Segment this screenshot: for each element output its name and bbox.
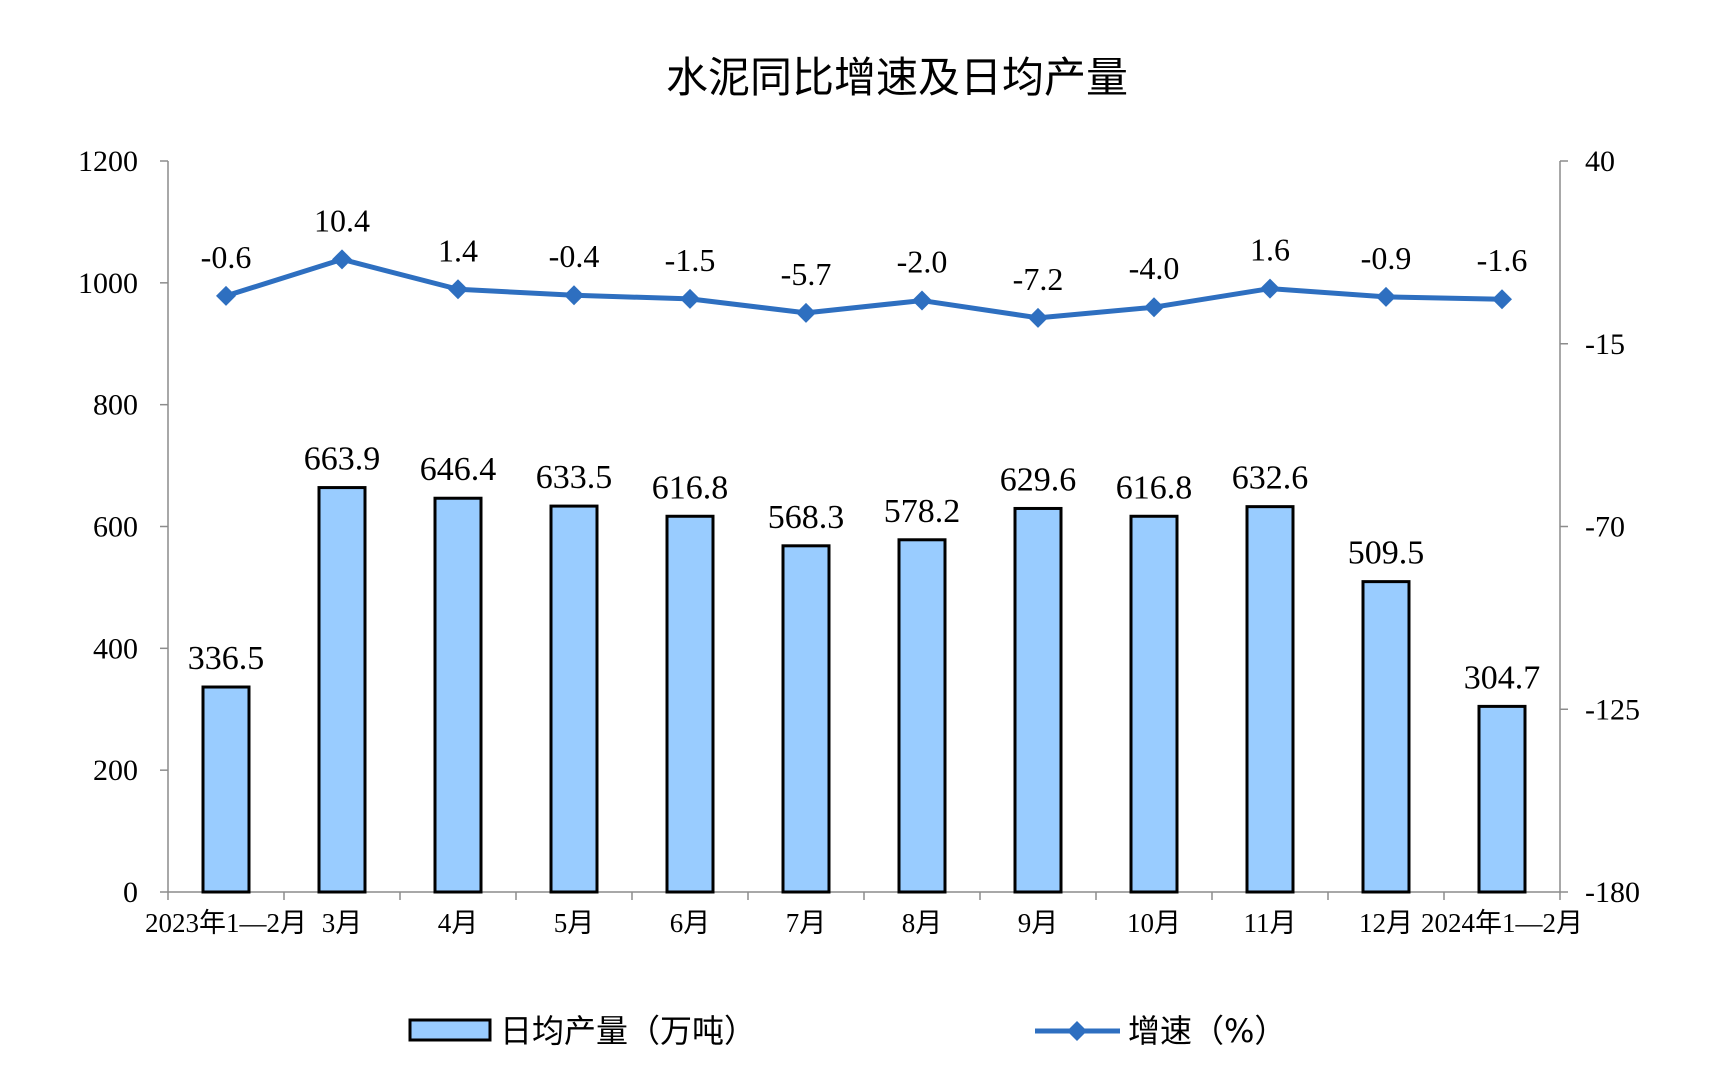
y-right-tick-label: -125 — [1585, 693, 1640, 726]
bar — [1013, 506, 1063, 894]
growth-line — [225, 256, 1503, 321]
x-tick-label: 9月 — [1018, 908, 1059, 938]
line-data-label: 1.4 — [438, 232, 478, 268]
bar-series — [201, 486, 1527, 894]
line-data-label: -5.7 — [781, 256, 832, 292]
x-tick-label: 7月 — [786, 908, 827, 938]
bar-data-label: 616.8 — [652, 469, 729, 506]
x-tick-label: 12月 — [1359, 908, 1413, 938]
bar-labels: 336.5 663.9 646.4 633.5 616.8 568.3 578.2 629.6… — [188, 441, 1541, 697]
bar-data-label: 616.8 — [1116, 469, 1193, 506]
bar — [1361, 580, 1411, 894]
x-tick-label: 2023年1—2月 — [145, 908, 307, 938]
line-point — [796, 302, 816, 323]
line-data-label: -4.0 — [1129, 250, 1180, 286]
line-data-label: -0.6 — [201, 239, 252, 275]
y-left-tick-label: 600 — [93, 511, 138, 544]
y-right-tick-label: -70 — [1585, 511, 1625, 544]
bar — [897, 538, 947, 894]
line-point — [1492, 289, 1512, 310]
line-data-label: -1.5 — [665, 242, 716, 278]
x-tick-label: 2024年1—2月 — [1421, 908, 1583, 938]
line-series — [216, 249, 1512, 328]
line-data-label: -0.9 — [1361, 240, 1412, 276]
line-point — [448, 279, 468, 300]
x-tick-label: 3月 — [322, 908, 363, 938]
bar — [1129, 514, 1179, 894]
line-point — [680, 288, 700, 309]
y-right-tick-label: -15 — [1585, 328, 1625, 361]
bar-data-label: 646.4 — [420, 451, 497, 488]
bar-data-label: 304.7 — [1464, 659, 1541, 696]
line-point — [912, 290, 932, 311]
line-point — [216, 285, 236, 306]
bar-data-label: 568.3 — [768, 499, 845, 536]
line-data-label: -7.2 — [1013, 261, 1064, 297]
legend-bar-label: 日均产量（万吨） — [500, 1012, 756, 1050]
x-tick-label: 11月 — [1244, 908, 1297, 938]
bar — [201, 685, 251, 894]
legend-line-label: 增速（%） — [1128, 1012, 1286, 1050]
y-left-tick-label: 0 — [123, 876, 138, 909]
legend-bar-swatch — [408, 1018, 492, 1042]
line-data-label: 1.6 — [1250, 232, 1290, 268]
axes: 0 200 400 600 800 1000 1200 -180 -125 -70 -15 40 202… — [78, 145, 1640, 938]
legend-line-marker — [1067, 1021, 1087, 1041]
bar — [549, 504, 599, 894]
line-data-label: 10.4 — [314, 202, 370, 238]
line-labels: -0.6 10.4 1.4 -0.4 -1.5 -5.7 -2.0 -7.2 -4.0 1.6 -0… — [201, 202, 1528, 296]
line-point — [1376, 286, 1396, 307]
line-point — [1144, 297, 1164, 318]
y-left-tick-label: 1000 — [78, 267, 138, 300]
x-tick-label: 6月 — [670, 908, 711, 938]
bar-data-label: 629.6 — [1000, 461, 1077, 498]
bar — [665, 514, 715, 894]
bar-data-label: 509.5 — [1348, 535, 1425, 572]
line-data-label: -2.0 — [897, 244, 948, 280]
bar-data-label: 633.5 — [536, 459, 613, 496]
bar — [317, 486, 367, 894]
legend: 日均产量（万吨） 增速（%） — [408, 1012, 1286, 1050]
bar — [433, 496, 483, 894]
line-point — [1028, 307, 1048, 328]
line-point — [564, 285, 584, 306]
y-left-tick-label: 1200 — [78, 145, 138, 178]
bar-data-label: 336.5 — [188, 640, 265, 677]
y-left-tick-label: 800 — [93, 389, 138, 422]
chart-title: 水泥同比增速及日均产量 — [666, 53, 1128, 102]
bar-data-label: 663.9 — [304, 441, 381, 478]
x-tick-label: 5月 — [554, 908, 595, 938]
x-tick-label: 4月 — [438, 908, 479, 938]
line-point — [1260, 278, 1280, 299]
bar — [781, 544, 831, 894]
bar-data-label: 632.6 — [1232, 460, 1309, 497]
line-data-label: -1.6 — [1477, 242, 1528, 278]
bar — [1477, 704, 1527, 894]
x-tick-label: 10月 — [1127, 908, 1181, 938]
y-left-tick-label: 400 — [93, 632, 138, 665]
y-left-tick-label: 200 — [93, 754, 138, 787]
y-right-tick-label: 40 — [1585, 145, 1615, 178]
line-point — [332, 249, 352, 270]
line-data-label: -0.4 — [549, 238, 600, 274]
bar — [1245, 505, 1295, 894]
bar-data-label: 578.2 — [884, 493, 961, 530]
y-right-tick-label: -180 — [1585, 876, 1640, 909]
x-tick-label: 8月 — [902, 908, 943, 938]
